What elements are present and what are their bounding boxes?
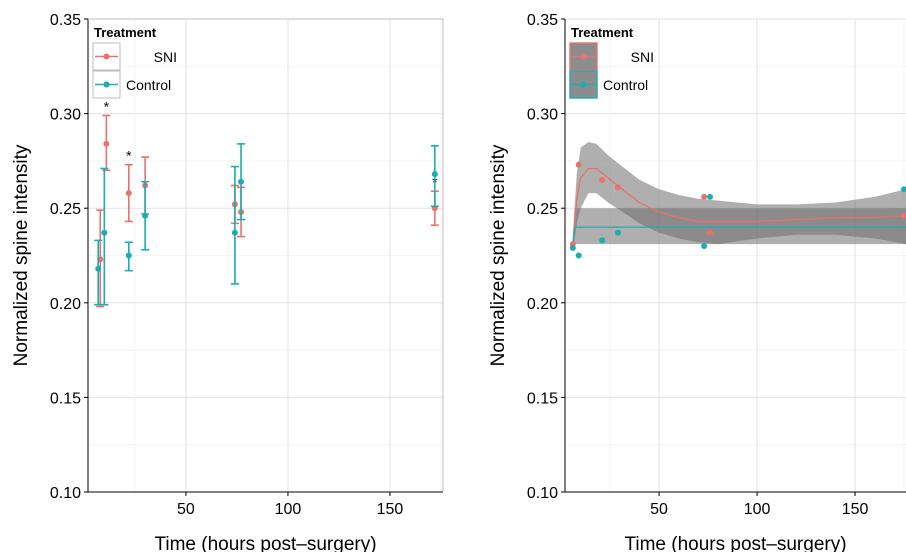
data-point	[101, 229, 108, 236]
data-point	[707, 193, 714, 200]
legend-label-control: Control	[603, 77, 648, 93]
x-tick-label: 50	[650, 501, 668, 518]
fit-line-control	[572, 226, 906, 245]
legend: Treatment SNI Control	[569, 25, 654, 99]
data-point	[701, 193, 708, 200]
y-tick-label: 0.35	[527, 12, 558, 29]
legend-marker	[580, 81, 587, 88]
y-tick-label: 0.25	[527, 201, 558, 218]
series-control	[569, 186, 906, 259]
y-axis-label: Normalized spine intensity	[11, 144, 32, 366]
legend-title: Treatment	[94, 25, 157, 40]
y-tick-label: 0.10	[50, 485, 81, 502]
y-tick-label: 0.15	[527, 390, 558, 407]
chart-panel-1: ***0.100.150.200.250.300.3550100150Time …	[11, 12, 444, 552]
y-tick-label: 0.10	[527, 485, 558, 502]
data-point	[231, 229, 238, 236]
y-tick-label: 0.20	[50, 296, 81, 313]
y-tick-label: 0.35	[50, 12, 81, 29]
data-point	[569, 244, 576, 251]
legend-marker	[103, 81, 110, 88]
data-point	[901, 212, 906, 219]
series-control	[94, 143, 439, 306]
x-tick-label: 150	[842, 501, 869, 518]
x-tick-label: 100	[275, 501, 302, 518]
y-tick-label: 0.30	[50, 107, 81, 124]
y-axis-label: Normalized spine intensity	[488, 144, 509, 366]
y-tick-label: 0.30	[527, 107, 558, 124]
legend-marker	[103, 53, 110, 60]
data-point	[707, 229, 714, 236]
data-point	[599, 176, 606, 183]
legend: Treatment SNI Control	[92, 25, 177, 99]
legend-marker	[580, 53, 587, 60]
data-point	[701, 243, 708, 250]
data-point	[614, 184, 621, 191]
x-axis-label: Time (hours post–surgery)	[154, 534, 376, 552]
data-point	[142, 212, 149, 219]
y-tick-label: 0.20	[527, 296, 558, 313]
data-point	[614, 229, 621, 236]
data-point	[575, 161, 582, 168]
data-point	[125, 190, 132, 197]
data-point	[901, 186, 906, 193]
x-axis-label: Time (hours post–surgery)	[624, 534, 846, 552]
legend-label-control: Control	[126, 77, 171, 93]
y-tick-label: 0.15	[50, 390, 81, 407]
data-point	[575, 252, 582, 259]
chart-panel-2: 0.10 0.15 0.20 0.25 0.30 0.35 50 100 150 Time (ho…	[488, 12, 906, 552]
y-tick-label: 0.25	[50, 201, 81, 218]
data-point	[238, 178, 245, 185]
legend-label-sni: SNI	[154, 49, 177, 65]
x-tick-label: 50	[177, 501, 195, 518]
legend-title: Treatment	[571, 25, 634, 40]
data-point	[103, 140, 110, 147]
legend-label-sni: SNI	[631, 49, 654, 65]
data-point	[431, 171, 438, 178]
x-tick-label: 100	[744, 501, 771, 518]
data-point	[599, 237, 606, 244]
x-tick-label: 150	[377, 501, 404, 518]
confidence-band-control	[572, 208, 906, 245]
data-point	[125, 252, 132, 259]
data-point	[95, 265, 102, 272]
significance-star: *	[104, 98, 110, 114]
significance-star: *	[126, 148, 132, 164]
fit-line-sni	[572, 167, 906, 247]
